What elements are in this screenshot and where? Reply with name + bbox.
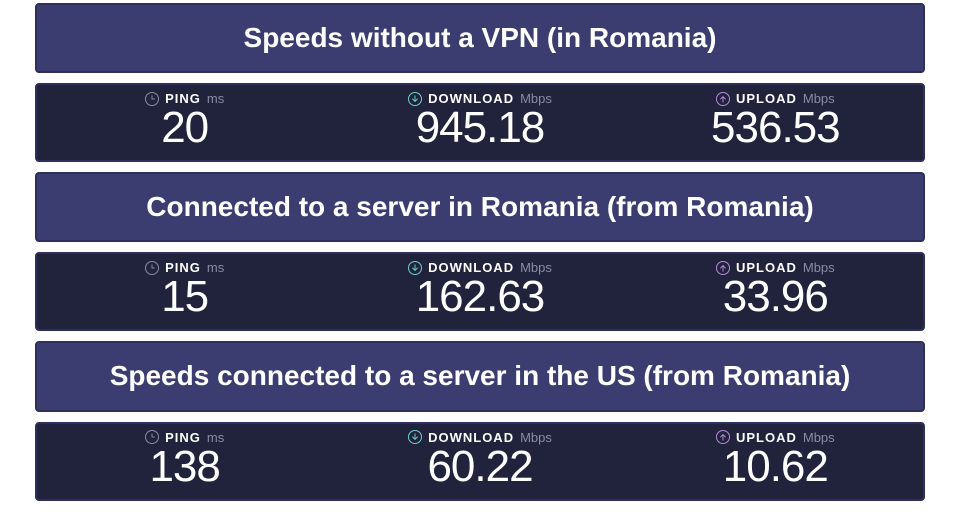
metrics-panel: PING ms 20 DOWNLOAD Mbps 945.18 UPLOAD M…: [35, 83, 925, 162]
ping-metric: PING ms 15: [37, 260, 332, 319]
upload-metric: UPLOAD Mbps 10.62: [628, 430, 923, 489]
section-header: Speeds without a VPN (in Romania): [35, 3, 925, 73]
upload-value: 33.96: [723, 275, 828, 319]
upload-value: 10.62: [723, 445, 828, 489]
ping-unit: ms: [207, 91, 224, 106]
section-header: Connected to a server in Romania (from R…: [35, 172, 925, 242]
ping-metric: PING ms 20: [37, 91, 332, 150]
download-value: 162.63: [416, 275, 545, 319]
metrics-panel: PING ms 138 DOWNLOAD Mbps 60.22 UPLOAD M…: [35, 422, 925, 501]
download-value: 945.18: [416, 106, 545, 150]
section-header: Speeds connected to a server in the US (…: [35, 341, 925, 411]
download-metric: DOWNLOAD Mbps 162.63: [332, 260, 627, 319]
download-value: 60.22: [427, 445, 532, 489]
upload-value: 536.53: [711, 106, 840, 150]
download-icon: [408, 430, 422, 444]
download-metric: DOWNLOAD Mbps 945.18: [332, 91, 627, 150]
ping-value: 15: [161, 275, 208, 319]
ping-unit: ms: [207, 260, 224, 275]
upload-metric: UPLOAD Mbps 33.96: [628, 260, 923, 319]
ping-metric: PING ms 138: [37, 430, 332, 489]
download-metric: DOWNLOAD Mbps 60.22: [332, 430, 627, 489]
ping-value: 20: [161, 106, 208, 150]
metrics-panel: PING ms 15 DOWNLOAD Mbps 162.63 UPLOAD M…: [35, 252, 925, 331]
ping-icon: [145, 261, 159, 275]
ping-value: 138: [149, 445, 219, 489]
ping-icon: [145, 92, 159, 106]
upload-metric: UPLOAD Mbps 536.53: [628, 91, 923, 150]
speed-comparison-infographic: Speeds without a VPN (in Romania) PING m…: [0, 0, 960, 501]
